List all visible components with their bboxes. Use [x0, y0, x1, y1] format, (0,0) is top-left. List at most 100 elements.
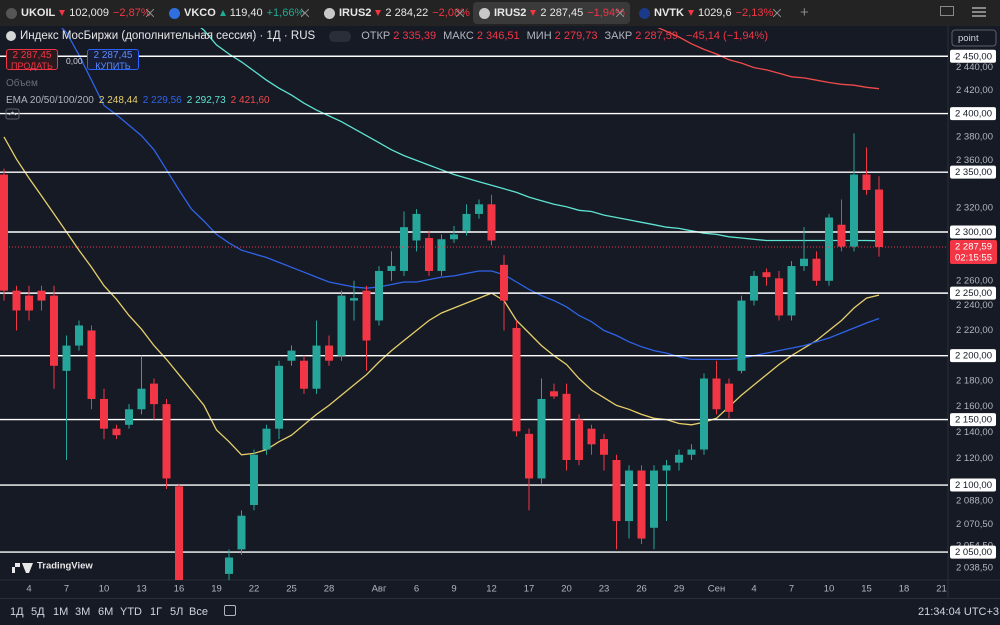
range-button[interactable]: Все — [189, 606, 208, 618]
horizontal-line-label-box — [950, 478, 996, 492]
x-tick-label: 25 — [286, 584, 297, 595]
horizontal-line-label-box — [950, 545, 996, 559]
collapse-button[interactable] — [5, 108, 20, 120]
range-button[interactable]: 1Д — [10, 606, 24, 618]
ohlc-value: 2 346,51 — [476, 30, 520, 42]
candle-body — [12, 290, 21, 311]
scale-mode[interactable]: point — [958, 33, 979, 44]
horizontal-line-label: 2 100,00 — [955, 480, 992, 491]
range-button[interactable]: YTD — [120, 606, 142, 618]
status-toggle[interactable] — [329, 30, 352, 42]
candle-body — [462, 213, 471, 231]
y-tick-label: 2 320,00 — [956, 202, 993, 213]
horizontal-line-label: 2 400,00 — [955, 109, 992, 120]
tab-icon — [479, 7, 490, 19]
candle-body — [437, 239, 446, 271]
candle-body — [325, 345, 333, 361]
close-tab[interactable] — [616, 9, 624, 17]
candle-body — [800, 258, 808, 267]
candle-body — [112, 428, 121, 436]
candle-body — [812, 258, 821, 281]
candle-body — [312, 345, 321, 389]
candle-body — [712, 378, 721, 410]
close-tab[interactable] — [146, 9, 154, 17]
candle-body — [875, 189, 883, 248]
horizontal-line-label: 2 050,00 — [955, 547, 992, 558]
y-tick-label: 2 440,00 — [956, 62, 993, 73]
ohlc-key: МАКС — [443, 30, 474, 42]
candle-body — [175, 486, 183, 580]
candle-body — [675, 454, 683, 463]
tab-symbol: IRUS2 — [494, 7, 527, 19]
tab[interactable]: IRUS2 2 287,45 −1,94% — [473, 2, 630, 24]
tab-price: 102,009 — [69, 7, 109, 19]
x-tick-label: 10 — [99, 584, 110, 595]
close-tab[interactable] — [456, 9, 464, 17]
direction-icon — [219, 10, 226, 16]
candle-body — [287, 350, 296, 361]
x-tick-label: 16 — [174, 584, 185, 595]
x-tick-label: 9 — [451, 584, 456, 595]
ohlc-value: 2 279,73 — [554, 30, 598, 42]
range-button[interactable]: 5Д — [31, 606, 45, 618]
tab-icon — [6, 7, 17, 19]
layout-icon[interactable] — [940, 6, 954, 16]
tab[interactable]: NVTK 1029,6 −2,13% — [633, 2, 787, 24]
candle-body — [662, 465, 671, 471]
ema-line — [200, 28, 880, 242]
date-range-icon[interactable] — [224, 605, 236, 616]
tab[interactable]: UKOIL 102,009 −2,87% — [0, 2, 160, 24]
indicator-value: 2 229,56 — [142, 95, 182, 106]
candle-body — [300, 360, 308, 389]
y-tick-label: 2 160,00 — [956, 401, 993, 412]
range-button[interactable]: 5Л — [170, 606, 184, 618]
y-tick-label: 2 180,00 — [956, 376, 993, 387]
y-tick-label: 2 220,00 — [956, 325, 993, 336]
candle-body — [837, 224, 846, 247]
chart: point TradingView 2 440,00 2 420,00 2 380,… — [0, 26, 1000, 598]
x-tick-label: 7 — [789, 584, 794, 595]
candle-body — [625, 470, 633, 522]
candle-body — [225, 557, 233, 574]
add-tab[interactable]: + — [800, 4, 809, 21]
tab[interactable]: IRUS2 2 284,22 −2,08% — [318, 2, 470, 24]
candle-body — [275, 365, 283, 429]
candle-body — [587, 428, 596, 445]
y-tick-label: 2 360,00 — [956, 155, 993, 166]
horizontal-line-label-box — [950, 225, 996, 239]
x-tick-label: 6 — [414, 584, 419, 595]
sell-label: ПРОДАТЬ — [11, 61, 53, 71]
direction-icon — [530, 10, 537, 16]
close-tab[interactable] — [301, 9, 309, 17]
horizontal-line-label: 2 150,00 — [955, 415, 992, 426]
ema-line — [61, 28, 880, 361]
collapse-icon — [8, 111, 17, 116]
tab-change: −2,87% — [113, 7, 151, 19]
horizontal-line-label: 2 450,00 — [955, 51, 992, 62]
ohlc-value: 2 287,59 — [635, 30, 679, 42]
buy-button[interactable]: 2 287,45 КУПИТЬ — [87, 49, 139, 71]
menu-icon[interactable] — [972, 7, 986, 9]
scale-mode-box[interactable] — [951, 29, 997, 47]
x-tick-label: 28 — [324, 584, 335, 595]
candle-body — [375, 270, 383, 321]
range-button[interactable]: 6М — [98, 606, 114, 618]
candle-body — [337, 295, 346, 356]
range-button[interactable]: 3М — [75, 606, 91, 618]
range-button[interactable]: 1Г — [150, 606, 163, 618]
sell-button[interactable]: 2 287,45 ПРОДАТЬ — [6, 49, 58, 71]
tab-symbol: IRUS2 — [339, 7, 372, 19]
tab-change: −2,08% — [432, 7, 470, 19]
candle-body — [787, 266, 796, 316]
indicator-value: 2 248,44 — [98, 95, 138, 106]
candle-body — [825, 217, 833, 281]
candle-body — [62, 345, 71, 371]
x-tick-label: 4 — [751, 584, 756, 595]
candle-body — [75, 325, 83, 346]
range-button[interactable]: 1М — [53, 606, 69, 618]
candle-body — [425, 238, 433, 271]
price-label: 2 287,59 — [955, 242, 992, 253]
candle-body — [862, 174, 871, 190]
tab[interactable]: VKCO 119,40 +1,66% — [163, 2, 315, 24]
close-tab[interactable] — [773, 9, 781, 17]
